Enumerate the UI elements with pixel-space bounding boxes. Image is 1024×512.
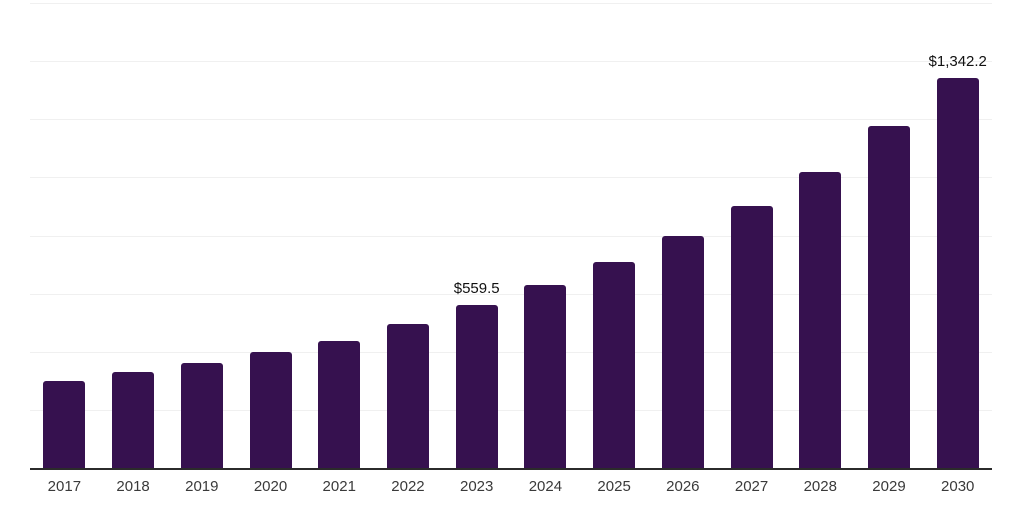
x-tick-label-2022: 2022 <box>391 478 425 495</box>
gridline-600 <box>30 293 992 295</box>
x-tick-label-2019: 2019 <box>185 478 219 495</box>
bar-2025 <box>593 262 636 468</box>
x-tick-label-2024: 2024 <box>528 478 563 495</box>
gridline-1600 <box>30 3 992 4</box>
bar-slot-2026 <box>648 3 717 468</box>
x-tick-label-2030: 2030 <box>941 478 975 495</box>
bar-slot-2018 <box>99 3 168 468</box>
bar-slot-2029 <box>855 3 924 468</box>
bar-2028 <box>799 172 842 468</box>
gridline-1000 <box>30 177 992 179</box>
x-tick-label-2025: 2025 <box>597 478 631 495</box>
bar-slot-2019 <box>167 3 236 468</box>
bar-2021 <box>318 341 361 468</box>
bar-slot-2027 <box>717 3 786 468</box>
value-label-2030: $1,342.2 <box>928 52 987 70</box>
bar-2027 <box>730 206 773 468</box>
bar-2030 <box>936 77 979 468</box>
x-tick-label-2020: 2020 <box>253 478 288 495</box>
x-tick-label-2021: 2021 <box>322 478 356 495</box>
x-tick-label-2027: 2027 <box>734 478 769 495</box>
bar-2026 <box>661 236 704 468</box>
bar-slot-2020 <box>236 3 305 468</box>
bar-2018 <box>112 372 155 468</box>
gridline-1400 <box>30 61 992 63</box>
gridline-200 <box>30 409 992 411</box>
gridline-400 <box>30 351 992 353</box>
bar-2017 <box>43 380 86 468</box>
bar-2023 <box>455 305 498 468</box>
plot-area: $559.5 $1,342.2 <box>30 3 992 470</box>
bar-slot-2028 <box>786 3 855 468</box>
x-tick-label-2029: 2029 <box>872 478 906 495</box>
gridline-800 <box>30 235 992 237</box>
gridline-1200 <box>30 119 992 121</box>
x-tick-label-2026: 2026 <box>666 478 700 495</box>
bar-2029 <box>867 126 910 468</box>
bar-2020 <box>249 351 292 468</box>
x-tick-label-2017: 2017 <box>47 478 82 495</box>
bar-slot-2030: $1,342.2 <box>923 3 992 468</box>
x-axis-tick-labels: 2017 2018 2019 2020 2021 2022 2023 2024 2025 2026… <box>30 478 992 496</box>
x-tick-label-2023: 2023 <box>459 478 494 495</box>
x-tick-label-2028: 2028 <box>803 478 837 495</box>
value-label-2023: $559.5 <box>453 280 500 298</box>
bar-2024 <box>524 285 567 468</box>
bar-slot-2021 <box>305 3 374 468</box>
bar-slot-2022 <box>374 3 443 468</box>
x-tick-label-2018: 2018 <box>116 478 150 495</box>
bar-series: $559.5 $1,342.2 <box>30 3 992 468</box>
bar-2022 <box>386 324 429 468</box>
bar-slot-2017 <box>30 3 99 468</box>
bar-2019 <box>180 363 223 468</box>
bar-slot-2023: $559.5 <box>442 3 511 468</box>
bar-slot-2025 <box>580 3 649 468</box>
bar-slot-2024 <box>511 3 580 468</box>
